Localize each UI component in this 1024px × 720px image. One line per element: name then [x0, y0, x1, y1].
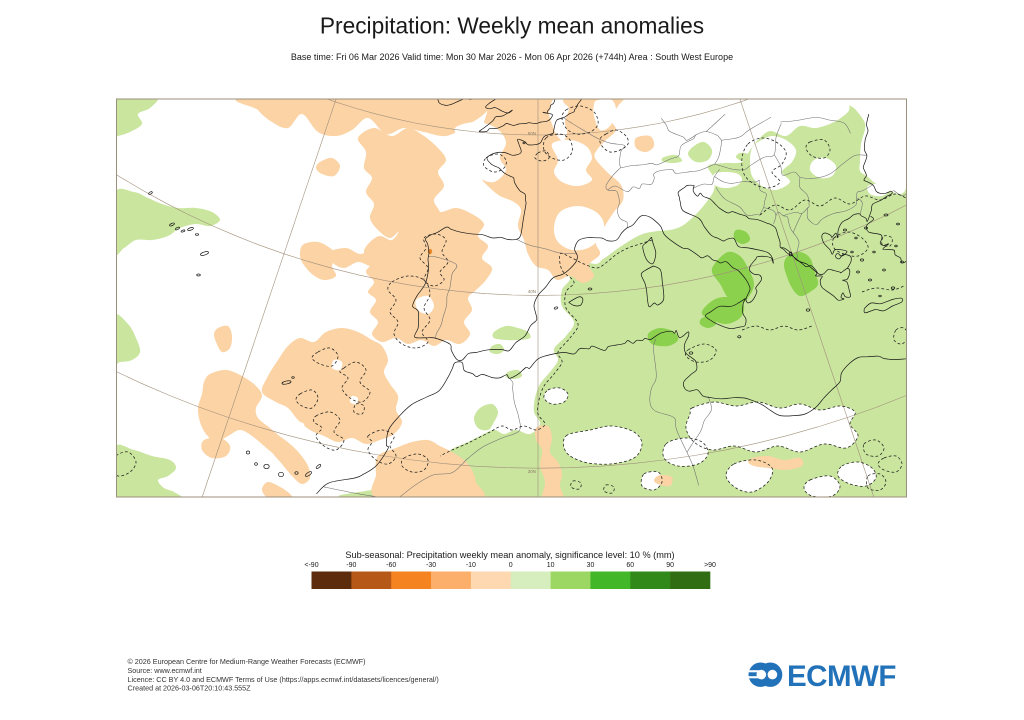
- svg-text:Source: www.ecmwf.int: Source: www.ecmwf.int: [128, 666, 202, 675]
- svg-text:30N: 30N: [528, 469, 536, 474]
- svg-text:-10: -10: [466, 562, 476, 569]
- svg-text:-30: -30: [426, 562, 436, 569]
- svg-text:-90: -90: [346, 562, 356, 569]
- svg-text:30: 30: [587, 562, 595, 569]
- svg-text:>90: >90: [704, 562, 716, 569]
- svg-text:0: 0: [509, 562, 513, 569]
- svg-text:Sub-seasonal: Precipitation we: Sub-seasonal: Precipitation weekly mean …: [345, 550, 674, 560]
- svg-text:Created at 2026-03-06T20:10:43: Created at 2026-03-06T20:10:43.555Z: [128, 684, 252, 693]
- svg-text:40N: 40N: [528, 289, 536, 294]
- svg-text:90: 90: [666, 562, 674, 569]
- svg-text:50N: 50N: [528, 131, 536, 136]
- svg-text:Licence: CC BY 4.0 and ECMWF T: Licence: CC BY 4.0 and ECMWF Terms of Us…: [128, 675, 439, 684]
- svg-text:ECMWF: ECMWF: [787, 660, 896, 693]
- svg-text:<-90: <-90: [304, 562, 318, 569]
- svg-text:Precipitation: Weekly mean ano: Precipitation: Weekly mean anomalies: [320, 13, 704, 39]
- svg-text:-60: -60: [386, 562, 396, 569]
- svg-text:10: 10: [547, 562, 555, 569]
- svg-text:© 2026 European Centre for Med: © 2026 European Centre for Medium-Range …: [128, 657, 366, 666]
- svg-text:Base time: Fri 06 Mar 2026 Val: Base time: Fri 06 Mar 2026 Valid time: M…: [291, 52, 733, 62]
- svg-text:60: 60: [626, 562, 634, 569]
